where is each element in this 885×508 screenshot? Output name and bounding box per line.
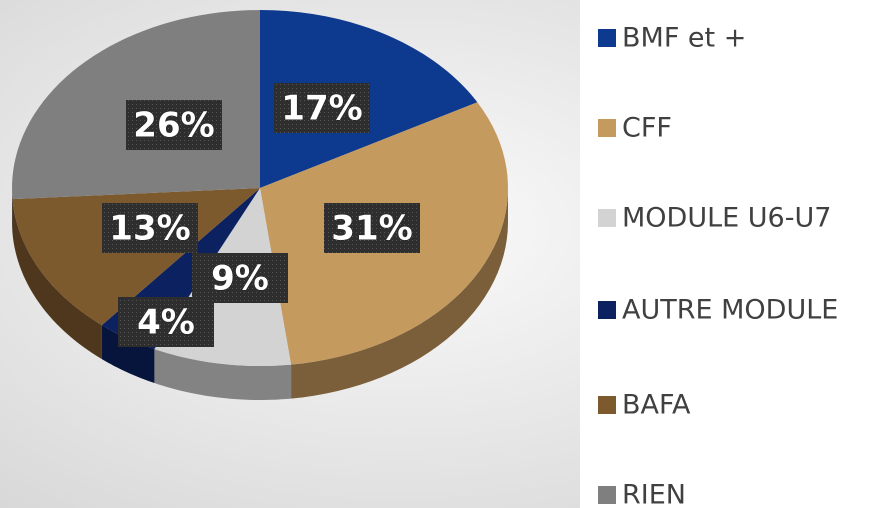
legend-swatch bbox=[598, 396, 616, 414]
slice bbox=[12, 188, 261, 326]
legend-panel bbox=[580, 0, 885, 508]
data-label: 26% bbox=[133, 106, 214, 146]
legend-swatch bbox=[598, 209, 616, 227]
data-label-box bbox=[118, 297, 214, 347]
legend-swatch bbox=[598, 486, 616, 504]
legend-label: AUTRE MODULE bbox=[622, 295, 838, 326]
legend-label: RIEN bbox=[622, 480, 686, 508]
data-label-box bbox=[274, 83, 370, 133]
data-label-box bbox=[126, 100, 222, 150]
data-label: 13% bbox=[109, 209, 190, 249]
data-label-box bbox=[192, 253, 288, 303]
data-label: 17% bbox=[281, 89, 362, 129]
slice-side bbox=[101, 325, 155, 384]
data-label: 31% bbox=[331, 209, 412, 249]
legend-swatch bbox=[598, 301, 616, 319]
data-label-box bbox=[324, 203, 420, 253]
legend-label: MODULE U6-U7 bbox=[622, 203, 831, 234]
data-label: 9% bbox=[211, 259, 269, 299]
slice-side bbox=[12, 199, 102, 360]
slice-side bbox=[154, 349, 292, 400]
legend-swatch bbox=[598, 119, 616, 137]
data-label: 4% bbox=[137, 303, 195, 343]
legend-label: BMF et + bbox=[622, 23, 746, 54]
legend-swatch bbox=[598, 29, 616, 47]
data-label-box bbox=[102, 203, 198, 253]
legend-label: BAFA bbox=[622, 390, 691, 421]
slice-side bbox=[291, 188, 508, 399]
legend-label: CFF bbox=[622, 113, 672, 144]
